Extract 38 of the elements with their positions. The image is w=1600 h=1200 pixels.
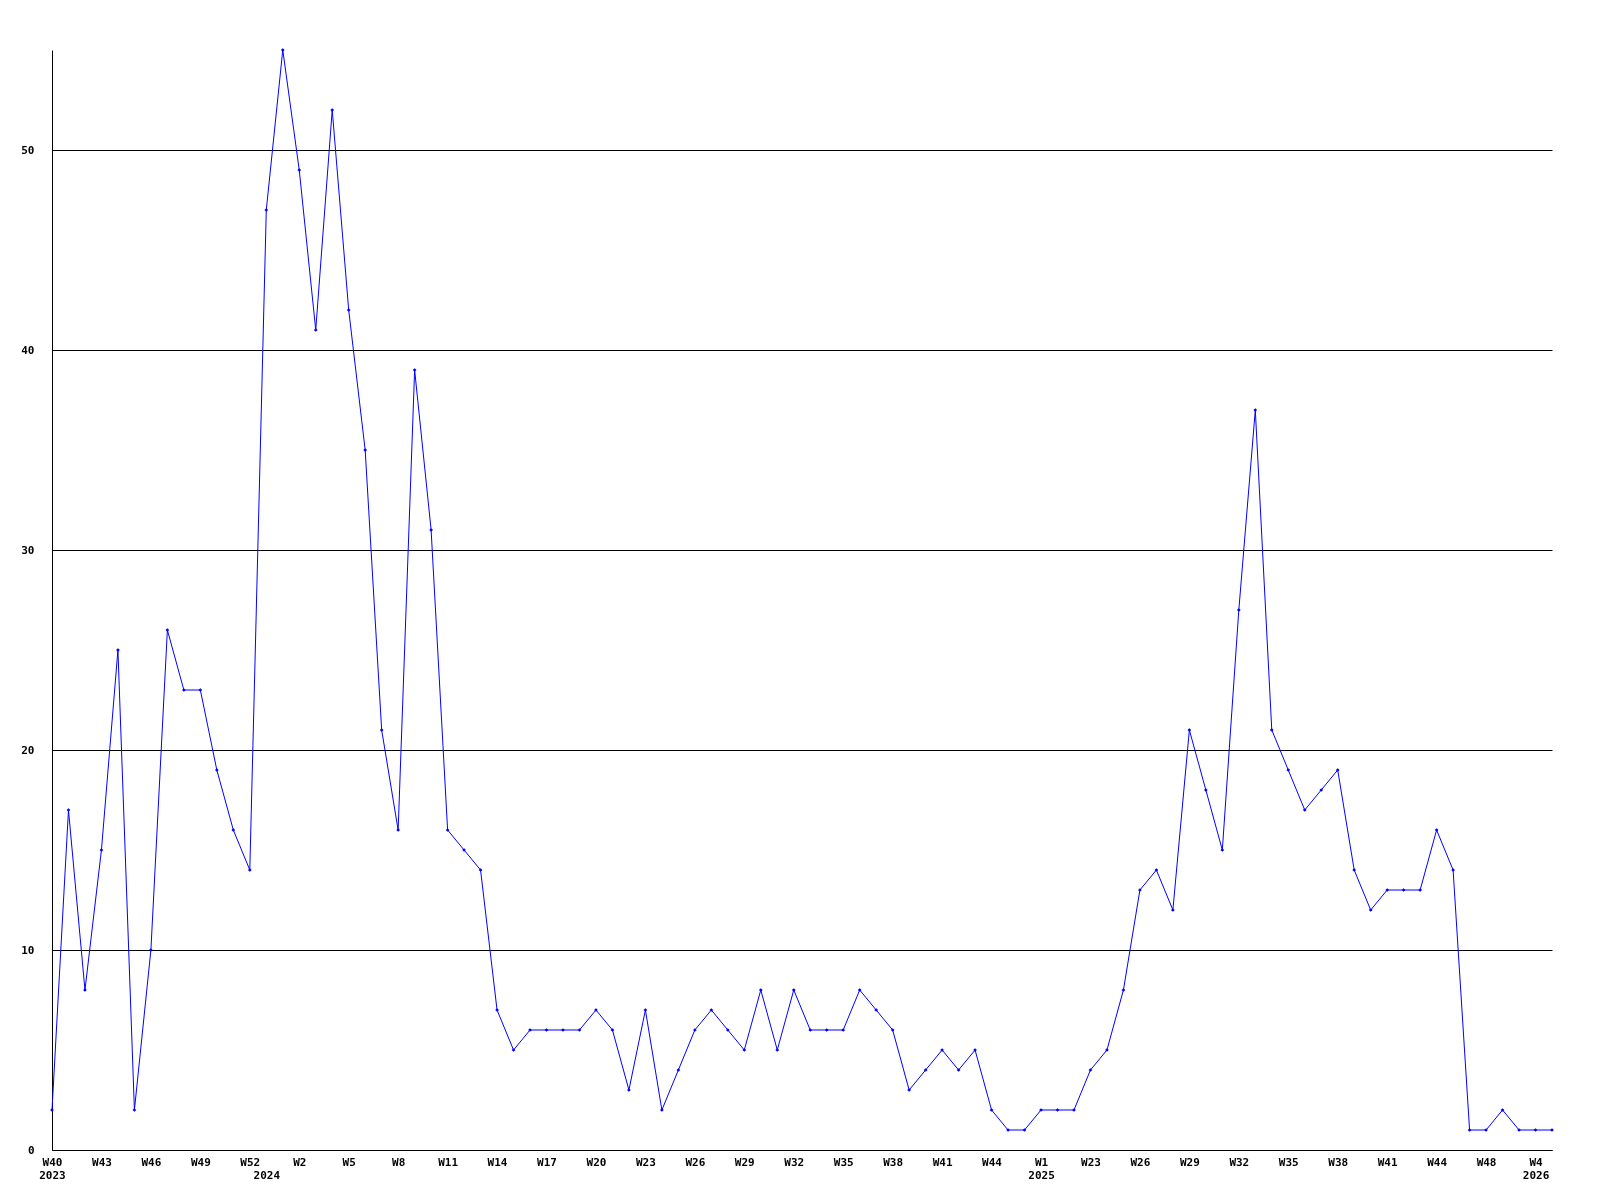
x-tick-label: W2	[293, 1155, 307, 1169]
x-tick-label: W32	[784, 1155, 805, 1169]
y-tick-label: 30	[21, 543, 35, 557]
x-tick-label: W5	[342, 1155, 356, 1169]
y-tick-label: 40	[21, 343, 35, 357]
x-tick-label: W35	[1278, 1155, 1299, 1169]
x-tick-label: W38	[883, 1155, 904, 1169]
x-tick-label: W8	[392, 1155, 406, 1169]
x-tick-label: W23	[1081, 1155, 1101, 1169]
x-tick-label: W23	[635, 1155, 656, 1169]
x-tick-label: W11	[438, 1155, 459, 1169]
x-tick-label: W41	[1377, 1155, 1398, 1169]
x-tick-label: W4 2026	[1522, 1155, 1550, 1182]
x-tick-label: W38	[1328, 1155, 1349, 1169]
x-tick-label: W49	[190, 1155, 211, 1169]
x-tick-label: W52	[240, 1155, 261, 1169]
x-tick-label: W35	[833, 1155, 854, 1169]
x-tick-label: W41	[932, 1155, 953, 1169]
x-tick-label: W44	[1427, 1155, 1448, 1169]
x-tick-label: W32	[1229, 1155, 1250, 1169]
y-tick-label: 0	[27, 1143, 35, 1157]
x-tick-label: W26	[1130, 1155, 1151, 1169]
x-tick-label: W43	[92, 1155, 112, 1169]
x-tick-label: W17	[537, 1155, 557, 1169]
x-tick-label: W29	[734, 1155, 755, 1169]
x-tick-label: W26	[685, 1155, 706, 1169]
x-tick-label: W29	[1179, 1155, 1200, 1169]
y-tick-label: 50	[21, 143, 35, 157]
y-tick-label: 10	[21, 943, 35, 957]
x-tick-label: W14	[487, 1155, 508, 1169]
x-tick-label: W48	[1476, 1155, 1497, 1169]
x-tick-label: 2024	[253, 1168, 281, 1182]
x-tick-label: W20	[586, 1155, 607, 1169]
y-tick-label: 20	[21, 743, 35, 757]
x-tick-label: W44	[982, 1155, 1003, 1169]
x-tick-label: W40 2023	[39, 1155, 66, 1182]
x-tick-label: W1 2025	[1028, 1155, 1055, 1182]
x-tick-label: W46	[141, 1155, 162, 1169]
